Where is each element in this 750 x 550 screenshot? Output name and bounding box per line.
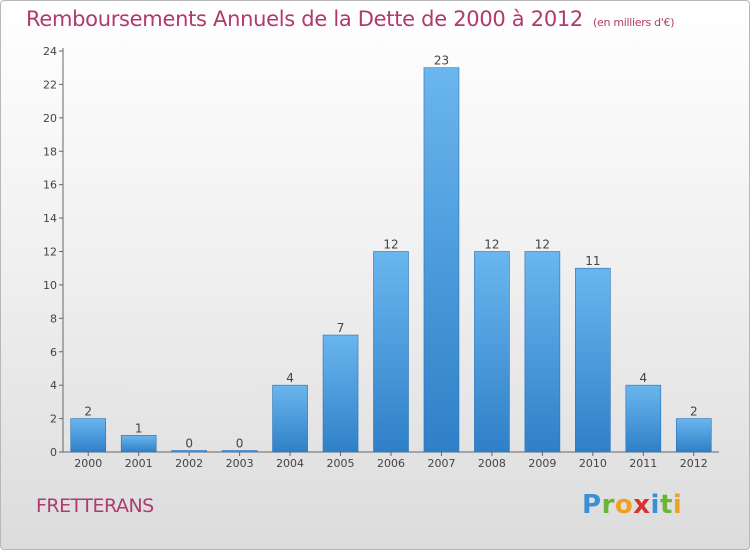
x-tick-label-2009: 2009 (528, 457, 556, 470)
x-tick-label-2003: 2003 (226, 457, 254, 470)
y-tick-label: 18 (43, 145, 57, 158)
x-tick-label-2007: 2007 (427, 457, 455, 470)
data-label-2008: 12 (484, 238, 499, 252)
bar-2008 (474, 251, 510, 453)
data-label-2011: 4 (639, 371, 647, 385)
bar-2001 (120, 434, 157, 453)
data-label-2004: 4 (286, 371, 294, 385)
y-tick-label: 0 (50, 446, 57, 459)
bar-2012 (675, 418, 712, 453)
y-tick-label: 4 (50, 379, 57, 392)
x-tick-label-2000: 2000 (74, 457, 102, 470)
x-tick-label-2004: 2004 (276, 457, 304, 470)
x-tick-label-2010: 2010 (579, 457, 607, 470)
data-label-2006: 12 (383, 238, 398, 252)
data-label-2000: 2 (84, 405, 92, 419)
chart-title: Remboursements Annuels de la Dette de 20… (26, 7, 674, 31)
bar-2003 (221, 450, 258, 453)
y-tick-label: 2 (50, 413, 57, 426)
bar-2009 (524, 251, 561, 453)
bar-2004 (272, 384, 308, 453)
bar-2002 (171, 450, 207, 453)
y-tick-label: 12 (43, 246, 57, 259)
data-label-2007: 23 (434, 54, 449, 68)
y-tick-label: 6 (50, 346, 57, 359)
x-tick-label-2002: 2002 (175, 457, 203, 470)
x-tick-label-2012: 2012 (680, 457, 708, 470)
title-text: Remboursements Annuels de la Dette de 20… (26, 7, 583, 31)
data-label-2010: 11 (585, 254, 600, 268)
y-tick-label: 22 (43, 78, 57, 91)
commune-name: FRETTERANS (36, 495, 154, 517)
y-tick-label: 16 (43, 179, 57, 192)
data-label-2001: 1 (135, 421, 143, 435)
bar-2005 (322, 334, 359, 453)
y-tick-label: 24 (43, 45, 57, 58)
x-tick-label-2008: 2008 (478, 457, 506, 470)
data-label-2002: 0 (185, 437, 193, 451)
y-tick-label: 8 (50, 312, 57, 325)
data-label-2005: 7 (337, 321, 345, 335)
bar-2006 (373, 251, 409, 453)
bar-2011 (625, 384, 662, 453)
x-tick-label-2001: 2001 (125, 457, 153, 470)
bar-2010 (575, 267, 611, 453)
data-label-2009: 12 (535, 238, 550, 252)
y-tick-label: 14 (43, 212, 57, 225)
bar-2000 (70, 418, 107, 453)
proxiti-logo: Proxiti (582, 490, 683, 520)
x-tick-label-2006: 2006 (377, 457, 405, 470)
unit-label: (en milliers d'€) (593, 16, 675, 29)
x-tick-label-2011: 2011 (629, 457, 657, 470)
data-label-2012: 2 (690, 405, 698, 419)
data-label-2003: 0 (236, 437, 244, 451)
x-tick-label-2005: 2005 (327, 457, 355, 470)
y-tick-label: 20 (43, 112, 57, 125)
y-tick-label: 10 (43, 279, 57, 292)
bar-2007 (423, 67, 460, 453)
